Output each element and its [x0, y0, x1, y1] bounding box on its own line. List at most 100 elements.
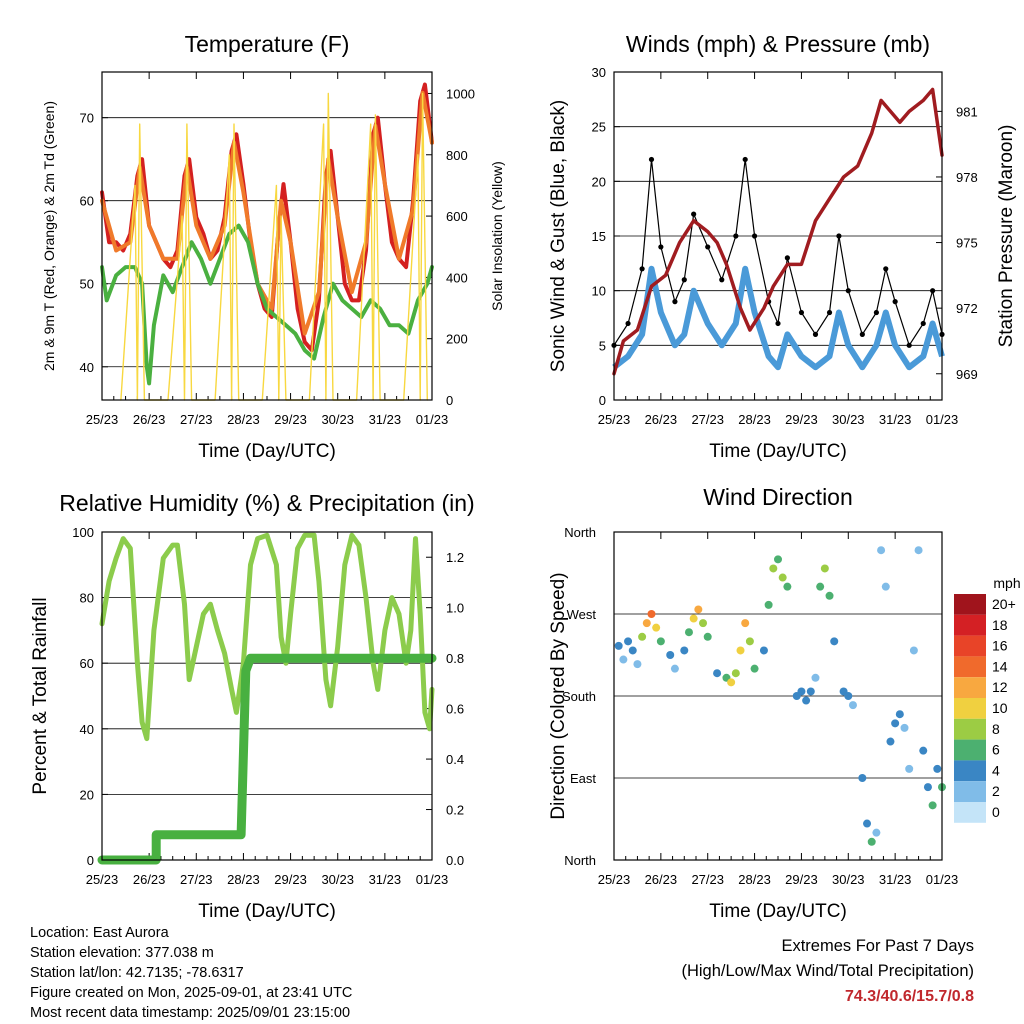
- colorbar-label: 4: [992, 762, 1000, 778]
- colorbar-label: 16: [992, 638, 1008, 654]
- x-tick-label: 29/23: [274, 412, 307, 427]
- x-tick-label: 25/23: [598, 872, 631, 887]
- gust-point: [691, 211, 697, 217]
- y-tick-label: 100: [72, 525, 94, 540]
- direction-point: [867, 837, 876, 846]
- y-right-tick-label: 0.2: [446, 803, 464, 818]
- direction-point: [923, 783, 932, 792]
- direction-point: [689, 614, 698, 623]
- colorbar-label: 2: [992, 783, 1000, 799]
- direction-point: [802, 696, 811, 705]
- colorbar-swatch: [954, 656, 986, 678]
- x-tick-label: 28/23: [738, 412, 771, 427]
- direction-point: [684, 628, 693, 637]
- direction-point: [895, 710, 904, 719]
- colorbar-label: 0: [992, 804, 1000, 820]
- y-tick-label: 70: [80, 111, 94, 126]
- x-tick-label: 26/23: [133, 412, 166, 427]
- gust-point: [658, 244, 664, 250]
- gust-point: [920, 320, 926, 327]
- x-tick-label: 25/23: [598, 412, 631, 427]
- extremes-values: 74.3/40.6/15.7/0.8: [845, 988, 974, 1005]
- x-tick-label: 31/23: [879, 872, 912, 887]
- series-sonic-wind: [612, 265, 945, 371]
- colorbar-swatch: [954, 614, 986, 636]
- x-tick-label: 27/23: [180, 412, 213, 427]
- direction-point: [741, 619, 750, 628]
- series-relative-humidity: [99, 532, 435, 742]
- figure-created: Figure created on Mon, 2025-09-01, at 23…: [30, 985, 353, 1001]
- x-tick-label: 31/23: [369, 872, 402, 887]
- colorbar-swatch: [954, 739, 986, 761]
- direction-point: [750, 664, 759, 673]
- direction-point: [909, 646, 918, 655]
- direction-point: [769, 564, 778, 573]
- direction-point: [858, 774, 867, 782]
- chart-title: Wind Direction: [703, 484, 853, 510]
- series-2m-td: [100, 223, 434, 386]
- gust-point: [648, 156, 655, 163]
- y-right-tick-label: 972: [956, 301, 978, 316]
- x-tick-label: 25/23: [86, 872, 119, 887]
- extremes-block: Extremes For Past 7 Days (High/Low/Max W…: [681, 934, 974, 1009]
- chart-wind: Winds (mph) & Pressure (mb) 0 5 10 15 20 25 30 9…: [548, 31, 1017, 462]
- y-right-tick-label: 0.6: [446, 702, 464, 717]
- y-right-tick-label: 981: [956, 104, 978, 119]
- gust-point: [625, 320, 631, 327]
- chart-title: Winds (mph) & Pressure (mb): [626, 31, 930, 57]
- direction-point: [877, 546, 886, 555]
- extremes-subtitle: (High/Low/Max Wind/Total Precipitation): [681, 962, 974, 980]
- chart-title: Temperature (F): [185, 31, 350, 57]
- direction-point: [764, 600, 773, 609]
- direction-point: [806, 687, 815, 696]
- direction-point: [783, 582, 792, 591]
- y-tick-label: North: [564, 525, 596, 540]
- y-tick-label: North: [564, 853, 596, 868]
- y-tick-label: East: [570, 771, 596, 786]
- gust-point: [798, 309, 805, 316]
- direction-point: [638, 632, 647, 641]
- y-tick-label: 20: [80, 787, 94, 802]
- direction-point: [825, 591, 834, 600]
- x-axis-label: Time (Day/UTC): [709, 441, 847, 462]
- colorbar-label: 8: [992, 721, 1000, 737]
- x-tick-label: 27/23: [691, 412, 724, 427]
- direction-point: [830, 637, 839, 646]
- chart-temp: Temperature (F) 40 50 60 70 0 200 400 600 800 1000…: [41, 31, 505, 462]
- x-axis-label: Time (Day/UTC): [709, 901, 847, 922]
- x-tick-label: 29/23: [785, 872, 818, 887]
- x-tick-label: 01/23: [416, 872, 449, 887]
- gust-point: [681, 277, 687, 283]
- y-right-tick-label: 969: [956, 367, 978, 382]
- y-right-tick-label: 200: [446, 332, 468, 347]
- chart-wdir: Wind DirectionNorthEastSouthWestNorth25/…: [548, 484, 1021, 922]
- y-axis-label: 2m & 9m T (Red, Orange) & 2m Td (Green): [41, 101, 57, 371]
- y-tick-label: 60: [80, 656, 94, 671]
- x-tick-label: 26/23: [645, 412, 678, 427]
- chart-title: Relative Humidity (%) & Precipitation (i…: [59, 490, 474, 516]
- recent-timestamp: Most recent data timestamp: 2025/09/01 2…: [30, 1005, 351, 1021]
- colorbar-swatch: [954, 698, 986, 719]
- direction-point: [642, 619, 651, 628]
- y-right-tick-label: 1.0: [446, 601, 464, 616]
- direction-point: [811, 673, 820, 682]
- gust-point: [836, 233, 842, 239]
- gust-point: [812, 331, 819, 337]
- colorbar-swatch: [954, 718, 986, 740]
- y-tick-label: 50: [80, 277, 94, 292]
- direction-point: [863, 819, 872, 828]
- gust-point: [845, 288, 851, 294]
- x-tick-label: 28/23: [227, 872, 260, 887]
- series-station-pressure: [612, 87, 944, 376]
- y-tick-label: 80: [80, 591, 94, 606]
- x-tick-label: 01/23: [926, 872, 959, 887]
- y-axis-label: Percent & Total Rainfall: [30, 597, 51, 794]
- direction-point: [680, 646, 689, 655]
- y-tick-label: 25: [592, 120, 606, 135]
- direction-point: [844, 692, 853, 700]
- x-tick-label: 28/23: [738, 872, 771, 887]
- colorbar-title: mph: [993, 575, 1020, 591]
- x-tick-label: 27/23: [180, 872, 213, 887]
- colorbar-swatch: [954, 802, 986, 823]
